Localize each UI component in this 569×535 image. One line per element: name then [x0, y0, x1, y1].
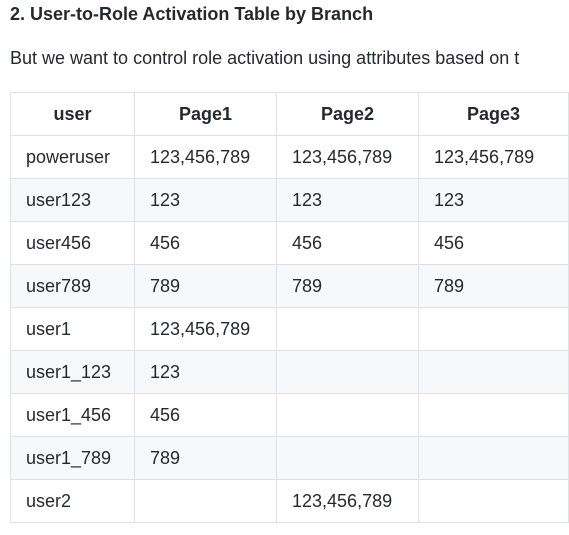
cell-user: user123 [10, 178, 135, 222]
cell-page3: 789 [418, 264, 569, 308]
table-row: poweruser 123,456,789 123,456,789 123,45… [10, 135, 569, 179]
table-row: user1_123 123 [10, 350, 569, 394]
role-activation-table: user Page1 Page2 Page3 poweruser 123,456… [10, 92, 569, 523]
cell-page1: 789 [134, 264, 277, 308]
cell-page1: 123,456,789 [134, 135, 277, 179]
cell-page1: 123 [134, 178, 277, 222]
cell-page3 [418, 393, 569, 437]
cell-page3 [418, 436, 569, 480]
table-row: user789 789 789 789 [10, 264, 569, 308]
table-header-row: user Page1 Page2 Page3 [10, 92, 569, 136]
header-page2: Page2 [276, 92, 419, 136]
table-row: user123 123 123 123 [10, 178, 569, 222]
cell-user: user1_123 [10, 350, 135, 394]
cell-user: user1_789 [10, 436, 135, 480]
table-row: user2 123,456,789 [10, 479, 569, 523]
cell-page2: 456 [276, 221, 419, 265]
cell-page3 [418, 350, 569, 394]
cell-page1: 123 [134, 350, 277, 394]
cell-page2 [276, 350, 419, 394]
intro-paragraph: But we want to control role activation u… [10, 48, 520, 68]
cell-user: user1_456 [10, 393, 135, 437]
cell-user: user456 [10, 221, 135, 265]
cell-user: user789 [10, 264, 135, 308]
table-row: user1_456 456 [10, 393, 569, 437]
header-page3: Page3 [418, 92, 569, 136]
table-row: user456 456 456 456 [10, 221, 569, 265]
cell-page1: 456 [134, 221, 277, 265]
cell-page1: 456 [134, 393, 277, 437]
section-heading: 2. User-to-Role Activation Table by Bran… [10, 4, 374, 24]
cell-page1: 123,456,789 [134, 307, 277, 351]
cell-page2: 123,456,789 [276, 135, 419, 179]
header-user: user [10, 92, 135, 136]
cell-page1: 789 [134, 436, 277, 480]
cell-page3: 456 [418, 221, 569, 265]
table-row: user1 123,456,789 [10, 307, 569, 351]
cell-page3 [418, 479, 569, 523]
cell-user: user1 [10, 307, 135, 351]
cell-page2 [276, 393, 419, 437]
cell-page3: 123,456,789 [418, 135, 569, 179]
cell-page1 [134, 479, 277, 523]
cell-page3: 123 [418, 178, 569, 222]
cell-page2 [276, 436, 419, 480]
cell-page2: 789 [276, 264, 419, 308]
header-page1: Page1 [134, 92, 277, 136]
cell-page2: 123 [276, 178, 419, 222]
table-row: user1_789 789 [10, 436, 569, 480]
cell-user: user2 [10, 479, 135, 523]
cell-user: poweruser [10, 135, 135, 179]
cell-page3 [418, 307, 569, 351]
cell-page2 [276, 307, 419, 351]
cell-page2: 123,456,789 [276, 479, 419, 523]
